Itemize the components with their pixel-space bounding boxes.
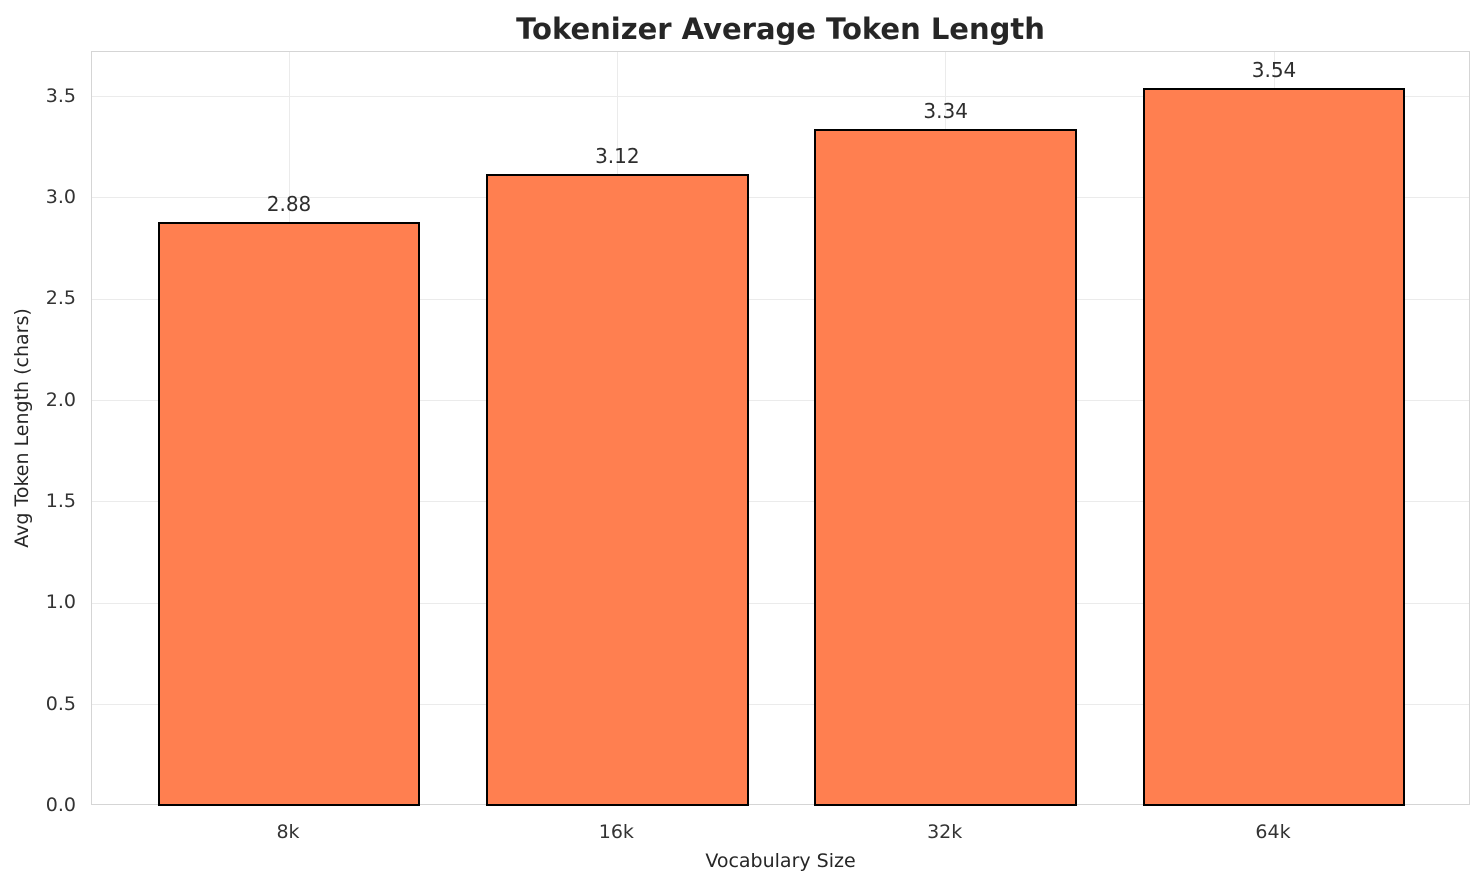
gridline-horizontal [92, 96, 1469, 98]
gridline-horizontal [92, 197, 1469, 199]
y-tick-label: 1.5 [45, 489, 76, 512]
plot-area: 2.88 3.12 3.34 3.54 [91, 51, 1470, 806]
bar-64k [1142, 88, 1406, 806]
x-tick-label: 32k [927, 821, 963, 843]
y-tick-label: 2.0 [45, 388, 76, 411]
y-tick-label: 0.5 [45, 692, 76, 715]
y-tick-label: 2.5 [45, 287, 76, 310]
y-tick-label: 1.0 [45, 591, 76, 614]
bar-32k [814, 129, 1077, 806]
bar-8k [157, 222, 421, 806]
y-tick-label: 0.0 [45, 794, 76, 816]
gridline-horizontal [92, 602, 1469, 604]
y-tick-label: 3.0 [45, 185, 76, 208]
x-tick-label: 8k [276, 821, 300, 843]
gridline-horizontal [92, 501, 1469, 503]
x-tick-label: 16k [598, 821, 634, 843]
bar-value-label: 3.34 [923, 99, 968, 124]
chart-title: Tokenizer Average Token Length [516, 12, 1045, 46]
y-tick-label: 3.5 [45, 84, 76, 107]
bar-16k [486, 173, 749, 806]
x-tick-label: 64k [1255, 821, 1291, 843]
gridline-horizontal [92, 298, 1469, 300]
bar-value-label: 3.12 [595, 143, 640, 168]
bar-value-label: 2.88 [266, 192, 312, 217]
gridline-horizontal [92, 400, 1469, 402]
x-axis-label: Vocabulary Size [705, 850, 856, 872]
bar-value-label: 3.54 [1251, 58, 1297, 83]
gridline-horizontal [92, 704, 1469, 706]
